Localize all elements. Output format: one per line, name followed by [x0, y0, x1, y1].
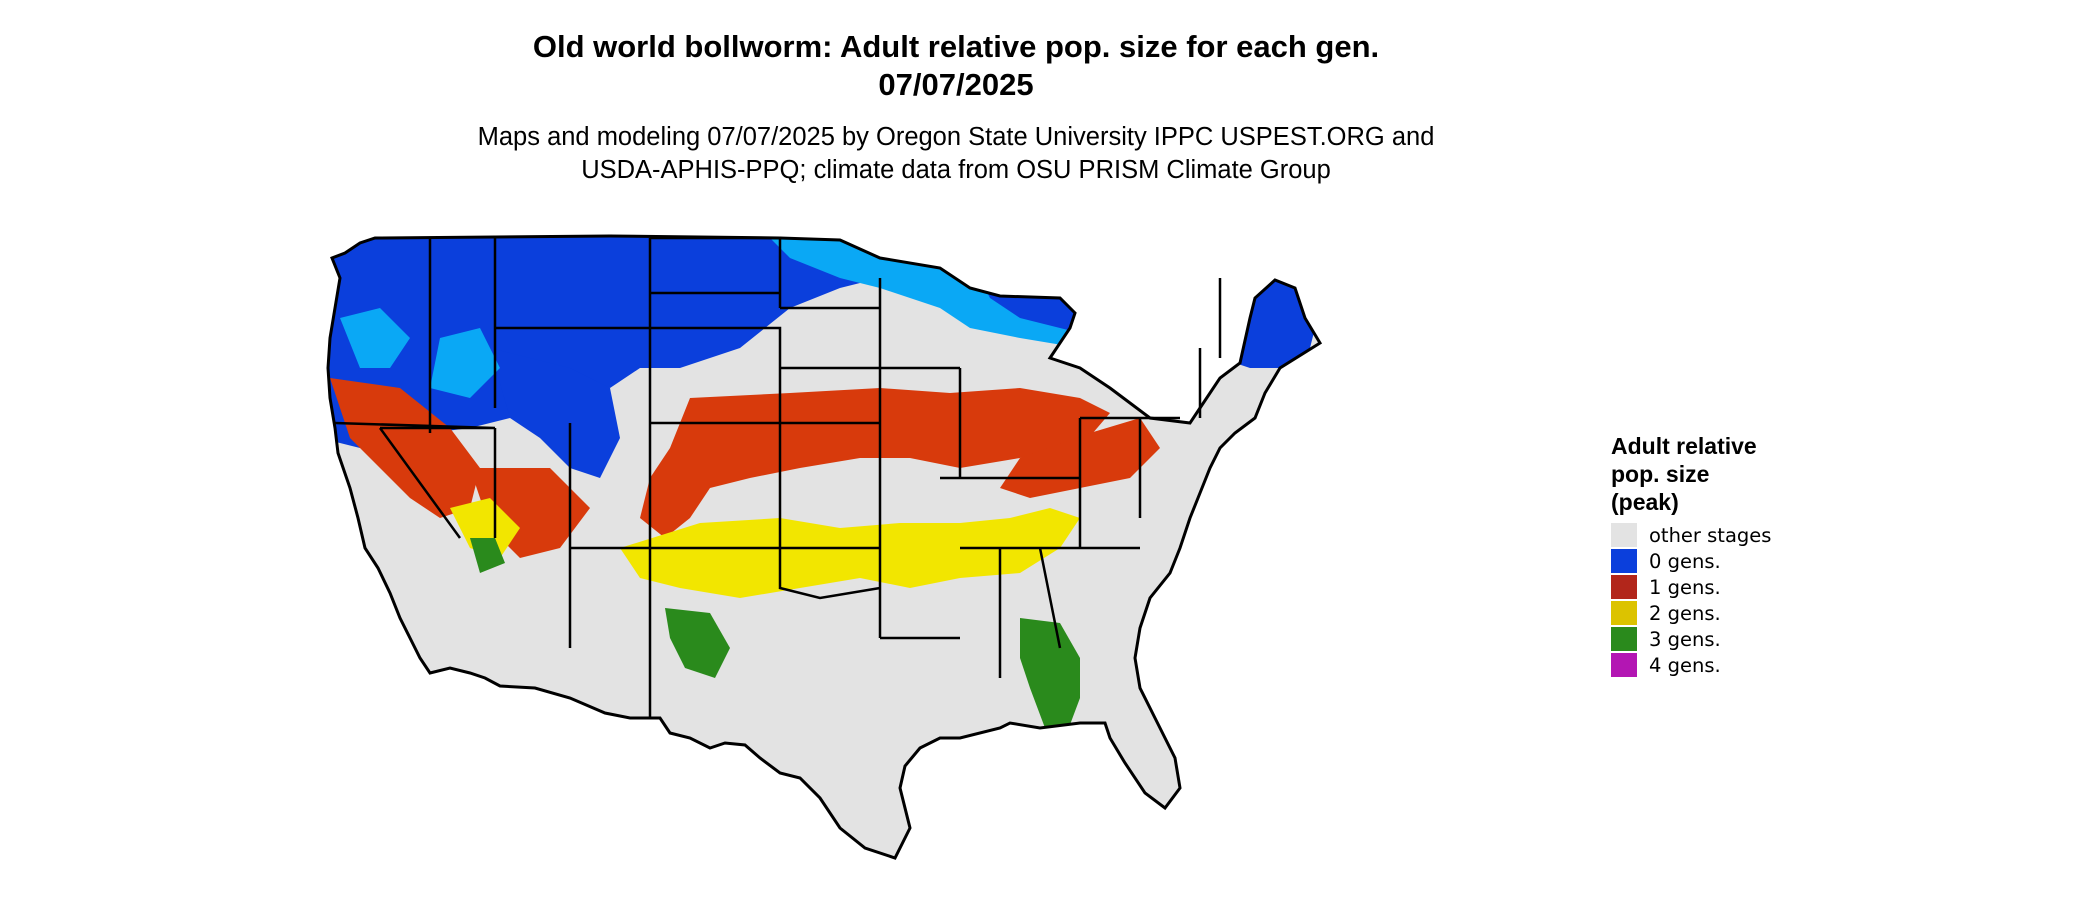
legend-swatch-4-gens [1611, 653, 1637, 677]
legend-item-4-gens: 4 gens. [1611, 652, 1911, 678]
title-line-1: Old world bollworm: Adult relative pop. … [532, 29, 1380, 64]
map-legend: Adult relative pop. size (peak) other st… [1611, 432, 1911, 678]
title-line-2: 07/07/2025 [878, 67, 1034, 102]
region-four-gens-keys [1060, 763, 1110, 778]
region-zero-gens-rockies [490, 348, 620, 478]
legend-title: Adult relative pop. size (peak) [1611, 432, 1911, 516]
legend-swatch-1-gens [1611, 575, 1637, 599]
region-three-gens-florida [1020, 618, 1080, 738]
legend-title-line-2: pop. size [1611, 461, 1710, 487]
legend-swatch-other-stages [1611, 523, 1637, 547]
region-zero-gens-mountain-spots [340, 308, 500, 398]
legend-title-line-3: (peak) [1611, 489, 1679, 515]
us-map [320, 218, 1590, 898]
legend-item-2-gens: 2 gens. [1611, 600, 1911, 626]
legend-label-3-gens: 3 gens. [1649, 627, 1721, 651]
legend-label-2-gens: 2 gens. [1649, 601, 1721, 625]
map-subtitle: Maps and modeling 07/07/2025 by Oregon S… [0, 121, 1912, 187]
legend-swatch-0-gens [1611, 549, 1637, 573]
legend-item-other-stages: other stages [1611, 522, 1911, 548]
us-map-svg [326, 234, 1323, 860]
legend-item-1-gens: 1 gens. [1611, 574, 1911, 600]
region-one-gen-west [330, 378, 480, 518]
legend-title-line-1: Adult relative [1611, 433, 1757, 459]
legend-item-0-gens: 0 gens. [1611, 548, 1911, 574]
region-three-gens-arizona [470, 538, 505, 573]
state-borders [326, 234, 1323, 860]
region-one-gen-central [640, 388, 1110, 538]
subtitle-line-1: Maps and modeling 07/07/2025 by Oregon S… [477, 123, 1435, 151]
legend-swatch-2-gens [1611, 601, 1637, 625]
legend-label-4-gens: 4 gens. [1649, 653, 1721, 677]
legend-item-3-gens: 3 gens. [1611, 626, 1911, 652]
legend-swatch-3-gens [1611, 627, 1637, 651]
region-two-gens-desert [450, 498, 520, 558]
region-three-gens-texas [665, 608, 730, 678]
region-two-gens-south [620, 508, 1080, 598]
subtitle-line-2: USDA-APHIS-PPQ; climate data from OSU PR… [581, 156, 1331, 184]
national-border [326, 234, 1323, 860]
legend-items: other stages 0 gens. 1 gens. 2 gens. 3 g… [1611, 522, 1911, 678]
legend-label-other-stages: other stages [1649, 523, 1772, 547]
legend-label-1-gens: 1 gens. [1649, 575, 1721, 599]
state-lines [334, 236, 1222, 718]
map-title: Old world bollworm: Adult relative pop. … [0, 28, 1912, 104]
legend-label-0-gens: 0 gens. [1649, 549, 1721, 573]
